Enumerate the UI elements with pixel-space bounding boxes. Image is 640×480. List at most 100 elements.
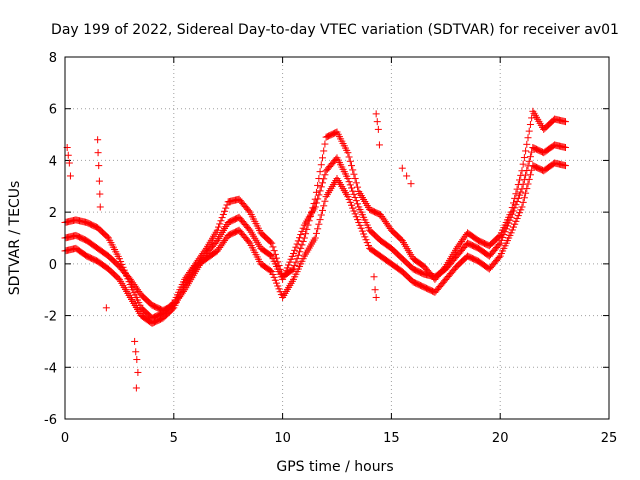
data-point-track-c: [273, 279, 281, 287]
data-point-track-a: [523, 140, 531, 148]
data-point-track-c: [316, 216, 324, 224]
data-point-track-a: [314, 181, 322, 189]
data-point-outlier: [132, 348, 140, 356]
data-point-outlier: [134, 368, 142, 376]
data-point-track-c: [526, 171, 534, 179]
data-point-track-c: [314, 225, 322, 233]
data-point-track-c: [516, 209, 524, 217]
data-point-track-c: [361, 233, 369, 241]
tick-labels: 0 5 10 15 20 25 -6 -4 -2 0 2 4 6 8: [44, 51, 617, 446]
data-point-track-c: [509, 223, 517, 231]
data-point-track-a: [345, 153, 353, 161]
data-point-track-b: [500, 231, 508, 239]
data-point-track-a: [117, 258, 125, 266]
x-tick-label: 20: [492, 431, 509, 446]
data-point-track-c: [360, 230, 368, 238]
data-point-track-b: [316, 187, 324, 195]
data-point-track-c: [245, 238, 253, 246]
data-point-track-a: [217, 217, 225, 225]
data-point-track-a: [291, 262, 299, 270]
data-point-track-c: [507, 229, 515, 237]
x-tick-label: 10: [274, 431, 291, 446]
data-point-outlier: [64, 151, 72, 159]
data-point-outlier: [94, 149, 102, 157]
data-point-track-b: [352, 197, 360, 205]
data-point-track-c: [508, 226, 516, 234]
data-point-track-c: [520, 194, 528, 202]
data-point-outlier: [131, 337, 139, 345]
data-point-track-b: [499, 233, 507, 241]
data-point-track-b: [495, 241, 503, 249]
data-point-track-b: [496, 239, 504, 247]
data-point-track-a: [524, 134, 532, 142]
data-point-outlier: [375, 141, 383, 149]
y-tick-label: -6: [44, 413, 57, 428]
data-point-outlier: [102, 304, 110, 312]
data-point-outlier: [95, 177, 103, 185]
data-point-outlier: [132, 384, 140, 392]
data-point-track-b: [321, 171, 329, 179]
data-point-track-a: [293, 255, 301, 263]
data-point-track-c: [364, 241, 372, 249]
data-point-track-b: [311, 203, 319, 211]
x-tick-label: 25: [601, 431, 618, 446]
data-point-track-a: [561, 118, 569, 126]
data-point-track-a: [271, 250, 279, 258]
data-point-track-b: [506, 216, 514, 224]
data-point-track-c: [312, 229, 320, 237]
data-point-outlier: [407, 180, 415, 188]
data-point-track-a: [520, 154, 528, 162]
data-point-track-c: [268, 268, 276, 276]
data-point-outlier: [66, 172, 74, 180]
data-point-track-b: [280, 272, 288, 280]
data-point-track-a: [115, 255, 123, 263]
data-point-track-b: [320, 175, 328, 183]
data-point-track-a: [219, 210, 227, 218]
data-point-outlier: [370, 273, 378, 281]
y-tick-label: 0: [49, 258, 57, 273]
data-point-track-a: [495, 233, 503, 241]
data-point-track-b: [511, 204, 519, 212]
data-point-track-a: [350, 170, 358, 178]
data-point-track-b: [503, 222, 511, 230]
data-point-track-b: [312, 199, 320, 207]
data-point-track-c: [522, 189, 530, 197]
data-point-track-b: [507, 213, 515, 221]
data-point-track-b: [517, 188, 525, 196]
data-point-track-a: [352, 179, 360, 187]
data-point-track-a: [267, 238, 275, 246]
data-point-track-c: [344, 193, 352, 201]
data-point-track-c: [514, 212, 522, 220]
data-point-track-b: [497, 236, 505, 244]
data-point-track-a: [288, 266, 296, 274]
data-point-track-c: [561, 162, 569, 170]
data-point-track-a: [222, 204, 230, 212]
data-point-track-a: [296, 248, 304, 256]
y-tick-label: 2: [49, 206, 57, 221]
data-point-track-a: [348, 162, 356, 170]
data-point-track-a: [526, 121, 534, 129]
x-tick-label: 15: [383, 431, 400, 446]
data-point-track-c: [357, 224, 365, 232]
data-point-track-b: [282, 267, 290, 275]
data-point-track-a: [298, 241, 306, 249]
data-point-track-b: [285, 261, 293, 269]
data-point-track-b: [283, 264, 291, 272]
data-point-track-a: [349, 166, 357, 174]
data-point-track-b: [296, 234, 304, 242]
data-point-track-a: [218, 214, 226, 222]
data-point-track-b: [349, 187, 357, 195]
data-point-outlier: [133, 356, 141, 364]
data-point-track-b: [318, 179, 326, 187]
data-point-track-c: [519, 198, 527, 206]
data-point-outlier: [96, 203, 104, 211]
data-point-track-c: [356, 221, 364, 229]
data-point-track-c: [517, 206, 525, 214]
data-point-track-a: [318, 154, 326, 162]
data-point-track-c: [346, 198, 354, 206]
y-tick-label: 6: [49, 103, 57, 118]
chart-title: Day 199 of 2022, Sidereal Day-to-day VTE…: [51, 22, 619, 38]
data-point-track-a: [216, 220, 224, 228]
data-point-track-a: [316, 168, 324, 176]
